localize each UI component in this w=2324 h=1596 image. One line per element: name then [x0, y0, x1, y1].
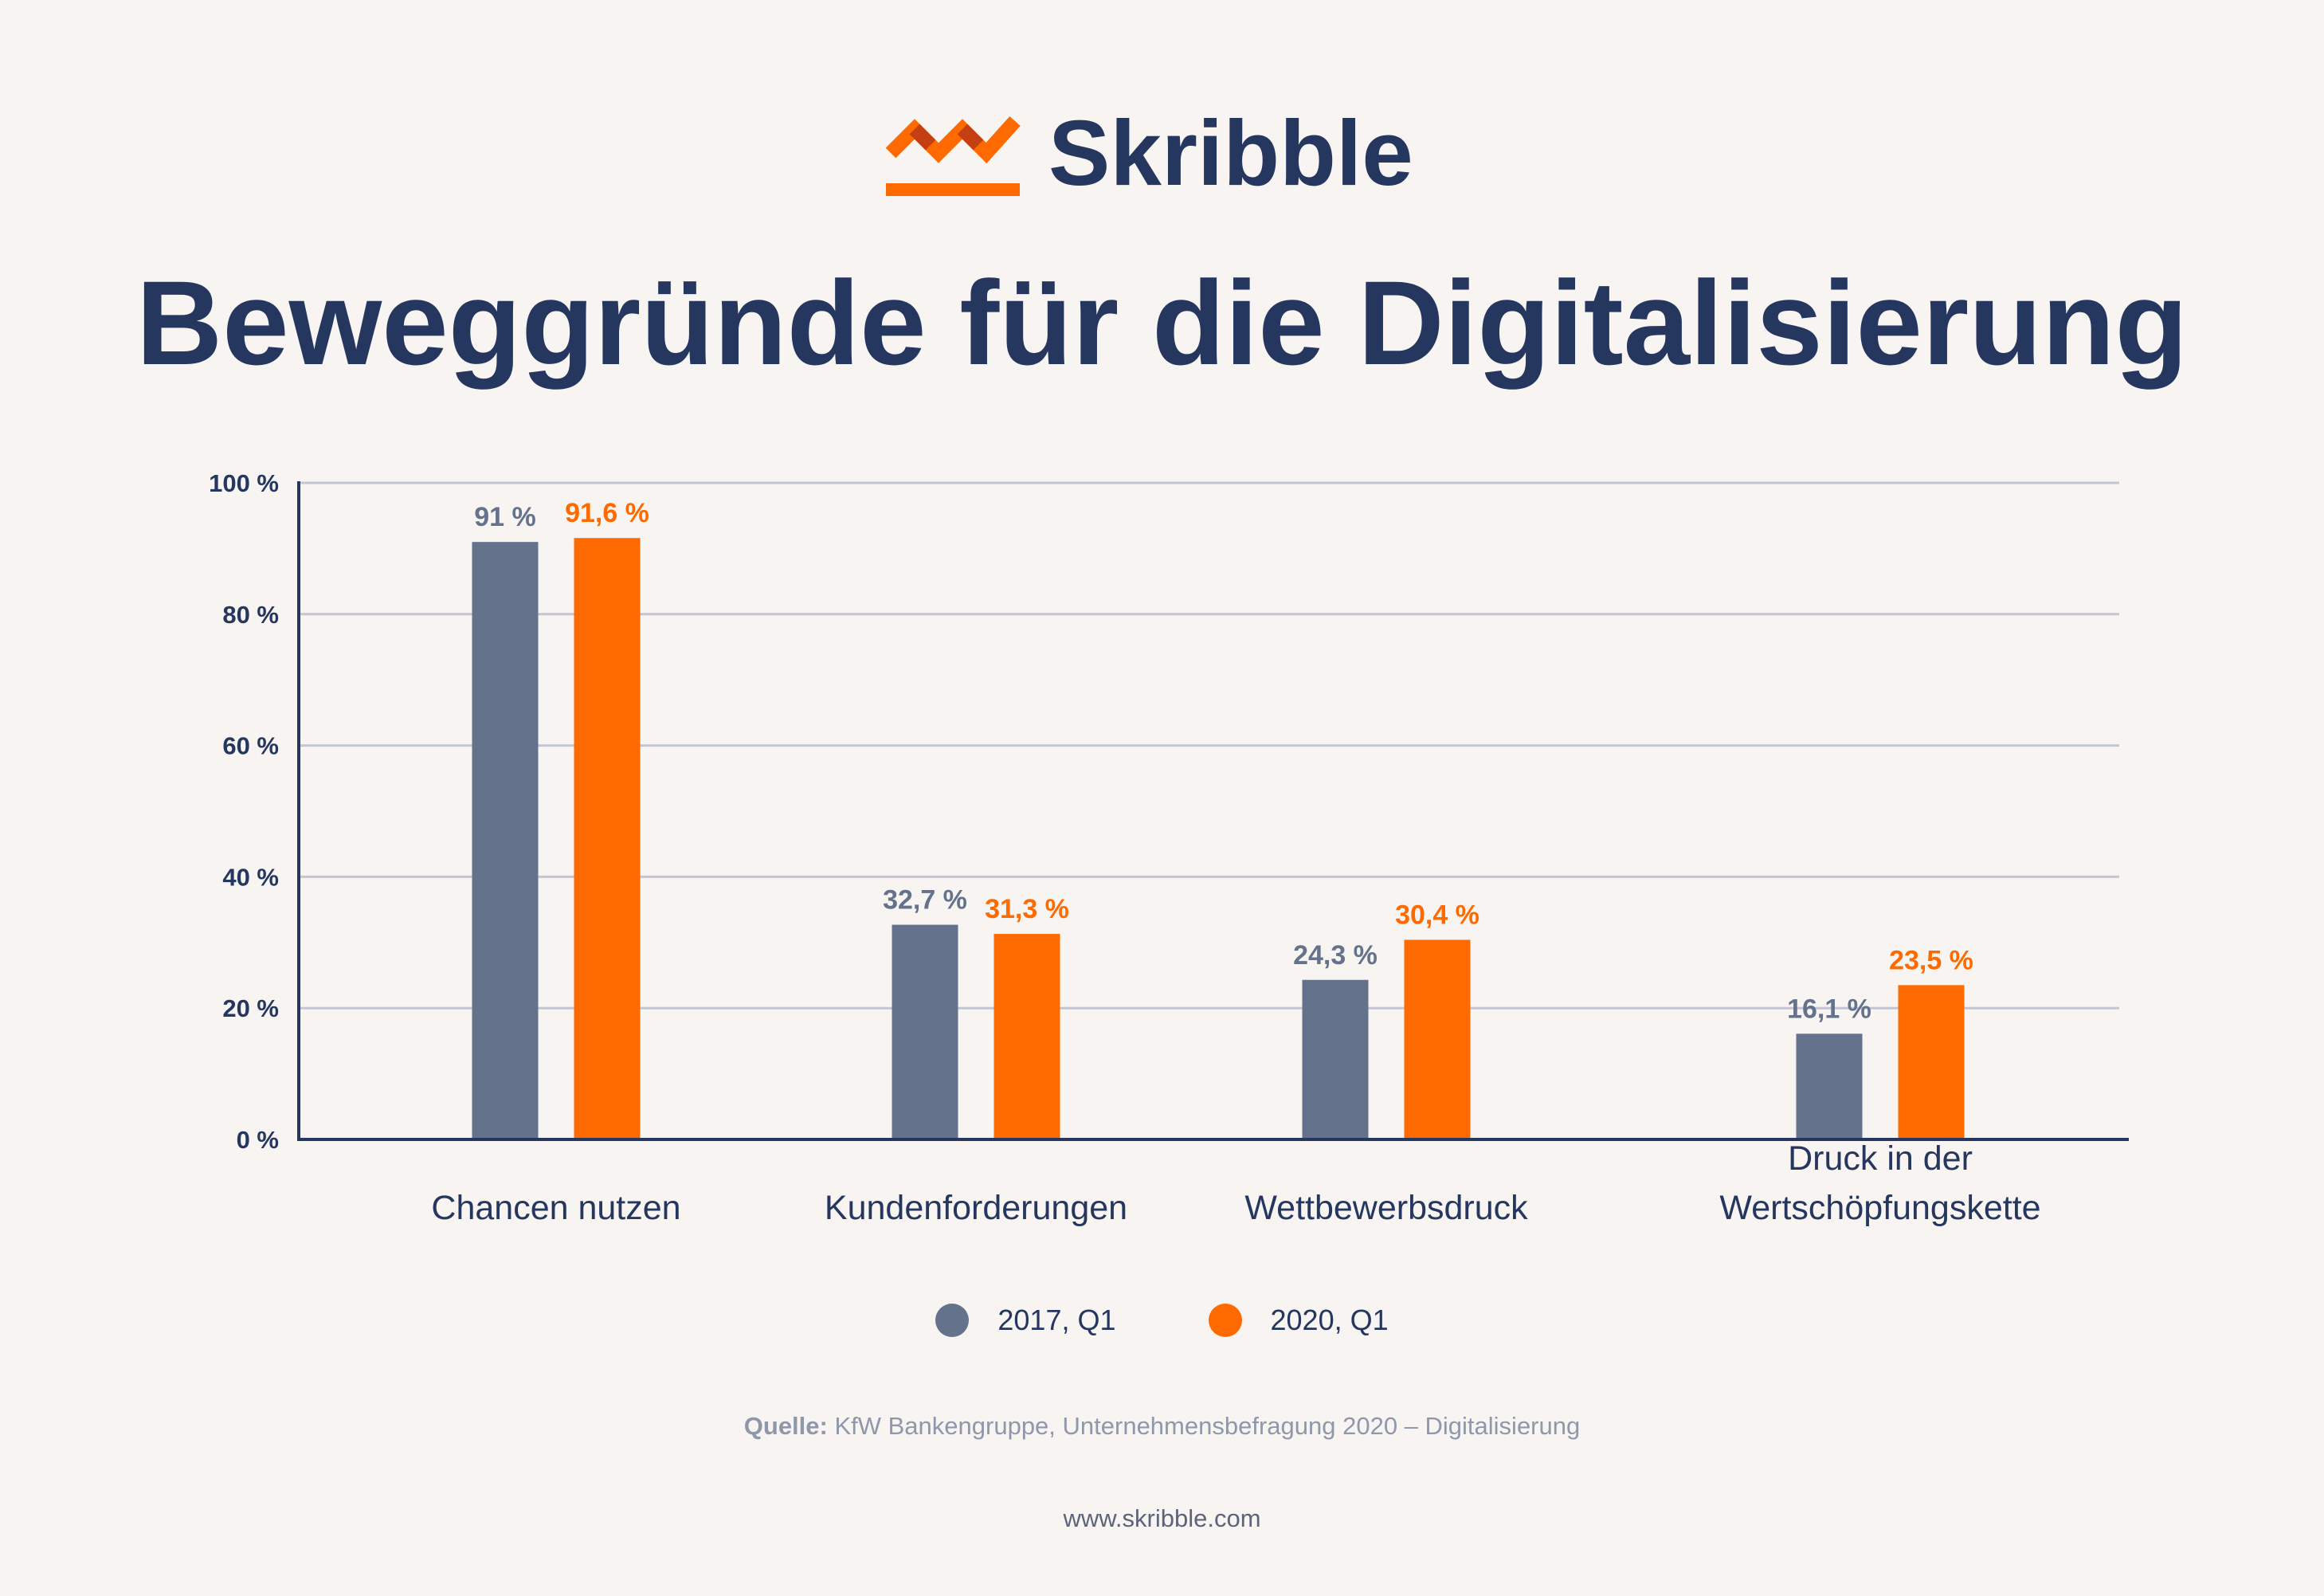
bar-series0-cat3	[1796, 1033, 1863, 1139]
source-note: Quelle: KfW Bankengruppe, Unternehmensbe…	[0, 1412, 2324, 1441]
bar-series1-cat0	[574, 538, 641, 1139]
value-label-series0-cat3: 16,1 %	[1787, 994, 1871, 1024]
y-tick-label-0: 0 %	[237, 1126, 279, 1154]
legend-item-2020: 2020, Q1	[1208, 1304, 1389, 1337]
value-label-series0-cat1: 32,7 %	[883, 885, 967, 916]
source-label: Quelle:	[743, 1412, 828, 1440]
bar-series1-cat3	[1898, 985, 1965, 1139]
skribble-logo: Skribble	[884, 100, 1413, 203]
y-tick-label-100: 100 %	[209, 469, 279, 497]
value-label-series0-cat2: 24,3 %	[1293, 940, 1378, 971]
chart-legend: 2017, Q1 2020, Q1	[0, 1304, 2324, 1337]
legend-label-2017: 2017, Q1	[997, 1304, 1116, 1336]
gridlines	[299, 481, 2119, 1010]
brand-name: Skribble	[1048, 101, 1413, 205]
bar-series0-cat0	[472, 542, 539, 1139]
category-label-0-line-0: Chancen nutzen	[431, 1189, 680, 1227]
legend-swatch-2017	[935, 1304, 970, 1337]
bar-series1-cat2	[1404, 939, 1471, 1139]
source-text: KfW Bankengruppe, Unternehmensbefragung …	[827, 1412, 1581, 1440]
value-label-series1-cat2: 30,4 %	[1395, 900, 1479, 931]
value-label-series1-cat0: 91,6 %	[565, 498, 649, 528]
value-label-series0-cat0: 91 %	[474, 502, 536, 532]
bar-series0-cat1	[892, 924, 958, 1139]
category-label-1-line-0: Kundenforderungen	[825, 1189, 1127, 1227]
legend-item-2017: 2017, Q1	[935, 1304, 1116, 1337]
axes	[297, 481, 2129, 1141]
value-label-series1-cat3: 23,5 %	[1889, 945, 1973, 975]
bar-series1-cat1	[993, 934, 1060, 1139]
skribble-logo-icon	[885, 116, 1021, 196]
category-label-2-line-0: Wettbewerbsdruck	[1244, 1189, 1528, 1227]
bar-series0-cat2	[1302, 979, 1369, 1139]
category-label-3-line-1: Wertschöpfungskette	[1719, 1189, 2040, 1227]
bars	[472, 538, 1965, 1139]
website-url: www.skribble.com	[1063, 1504, 1261, 1532]
value-label-series1-cat1: 31,3 %	[985, 894, 1069, 924]
y-tick-label-80: 80 %	[222, 601, 279, 629]
category-label-3-line-0: Druck in der	[1788, 1139, 1973, 1178]
chart-title: Beweggründe für die Digitalisierung	[135, 256, 2189, 390]
y-tick-label-60: 60 %	[222, 732, 279, 760]
legend-swatch-2020	[1208, 1304, 1242, 1337]
y-tick-label-20: 20 %	[222, 994, 279, 1022]
y-tick-label-40: 40 %	[222, 863, 279, 891]
legend-label-2020: 2020, Q1	[1270, 1304, 1389, 1336]
labels: 0 % 20 % 40 % 60 % 80 % 100 % 91 % 32,7 % 24,3 %…	[209, 469, 2040, 1227]
